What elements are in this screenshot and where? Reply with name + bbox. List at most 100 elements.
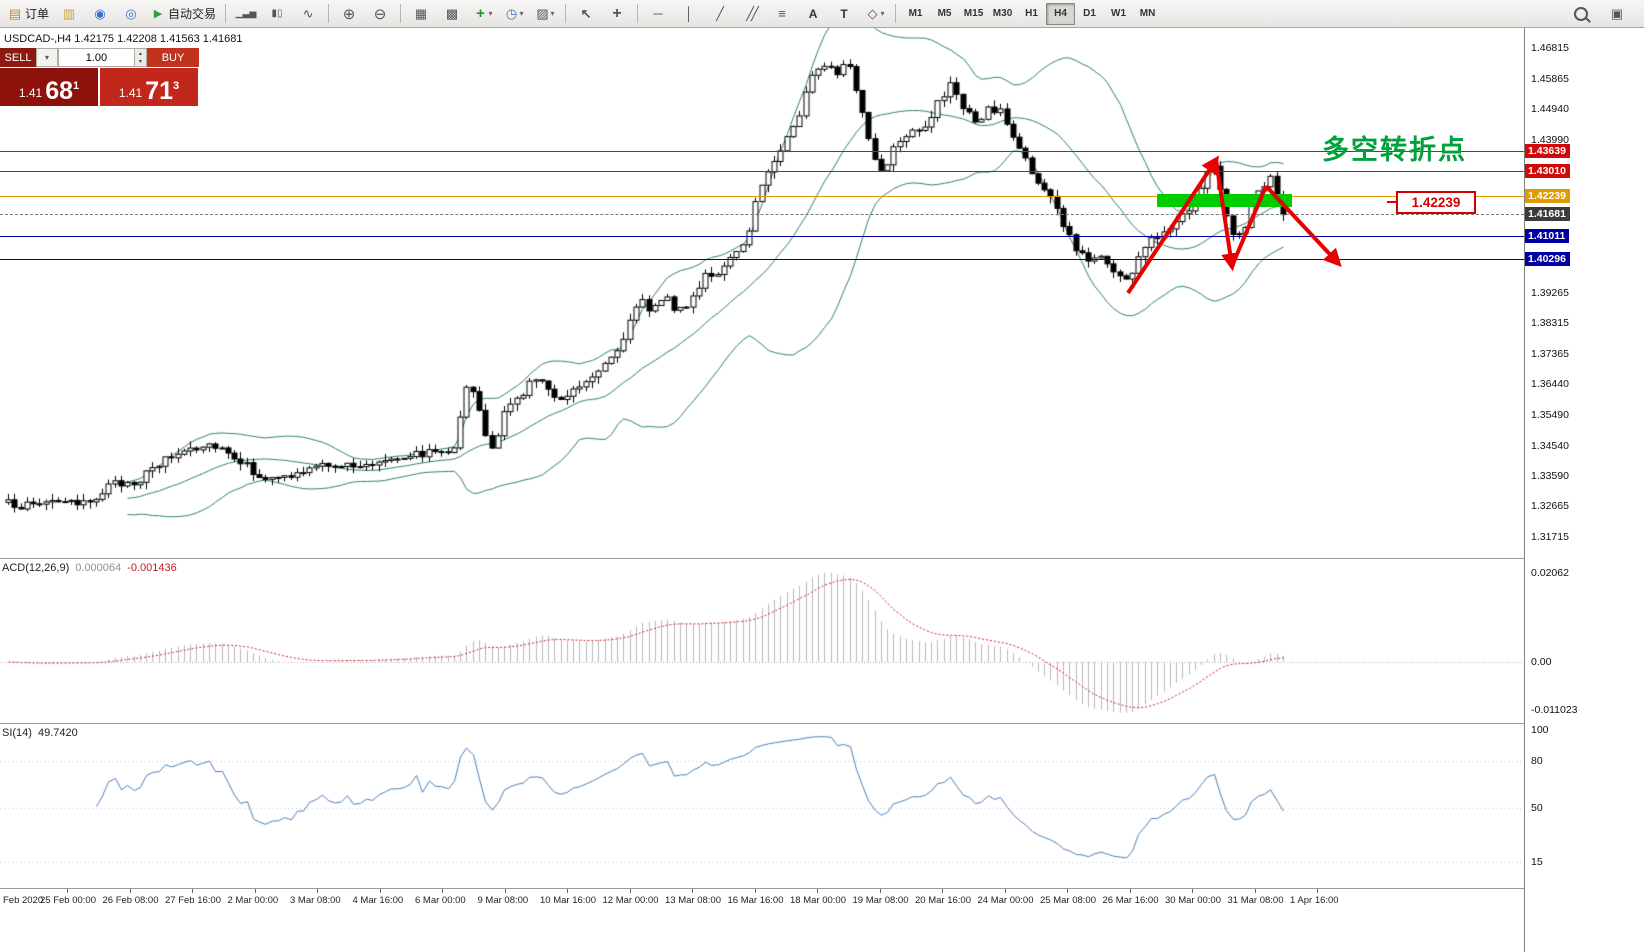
auto-trading-label: 自动交易 [168, 7, 217, 21]
panel-separator[interactable] [0, 723, 1644, 724]
zoom-out-button[interactable]: ⊖ [365, 2, 395, 26]
volume-input[interactable] [59, 49, 134, 66]
timeframe-m15[interactable]: M15 [963, 8, 984, 19]
new-chart-button[interactable]: ▥ [54, 2, 84, 26]
time-axis-label: 20 Mar 16:00 [915, 895, 971, 906]
community-icon: ◎ [125, 5, 137, 21]
rsi-name: SI(14) [2, 727, 32, 739]
templates-button[interactable]: ▨ ▾ [530, 2, 560, 26]
price-badge: 1.43010 [1525, 164, 1570, 179]
line-chart-icon: ∿ [302, 5, 314, 21]
new-chart-icon: ▥ [62, 5, 76, 21]
main-price-chart[interactable] [0, 28, 1524, 558]
line-chart-button[interactable]: ∿ [293, 2, 323, 26]
crosshair-button[interactable]: + [602, 2, 632, 26]
time-axis-tick [379, 889, 381, 893]
periods-icon: ◷ [505, 5, 518, 21]
price-scale-label: 1.31715 [1531, 531, 1569, 544]
periods-button[interactable]: ◷ ▾ [499, 2, 529, 26]
price-scale-label: 1.43990 [1531, 133, 1569, 146]
time-axis-label: 1 Apr 16:00 [1290, 895, 1339, 906]
data-window-button[interactable]: ▣ [1602, 2, 1632, 26]
volume-up-button[interactable]: ▴ [134, 49, 146, 58]
shapes-button[interactable]: ◇ ▾ [860, 2, 890, 26]
fibonacci-icon: ≡ [778, 6, 786, 21]
buy-price-button[interactable]: 1.41 71 3 [100, 68, 198, 106]
search-button[interactable] [1566, 2, 1596, 26]
buy-button[interactable]: BUY [147, 48, 199, 67]
price-badge: 1.41011 [1525, 229, 1570, 244]
rsi-scale-label: 80 [1531, 755, 1543, 767]
toolbar: ▤ 订单 ▥ ◉ ◎ ▶ 自动交易 ▁▃▅ ▮▯ ∿ ⊕ ⊖ ▦ ▩ + ▾ ◷ ▾… [0, 0, 1644, 28]
time-axis-tick [1254, 889, 1256, 893]
timeframe-h1[interactable]: H1 [1025, 8, 1038, 19]
time-axis-tick [129, 889, 131, 893]
auto-trading-button[interactable]: ▶ 自动交易 [147, 2, 220, 26]
time-axis-label: 9 Mar 08:00 [477, 895, 529, 906]
timeframe-h4[interactable]: H4 [1046, 2, 1076, 25]
candlestick-button[interactable]: ▮▯ [262, 2, 292, 26]
text-button[interactable]: A [798, 2, 828, 26]
timeframe-m30[interactable]: M30 [992, 8, 1013, 19]
time-axis[interactable]: Feb 2020 25 Feb 00:00 26 Feb 08:00 27 Feb 1… [0, 889, 1524, 929]
sell-price-point: 1 [73, 80, 80, 92]
timeframe-mn[interactable]: MN [1139, 8, 1156, 19]
timeframe-m1[interactable]: M1 [908, 8, 923, 19]
time-axis-tick [817, 889, 818, 893]
cascade-windows-button[interactable]: ▩ [437, 2, 467, 26]
vertical-line-button[interactable]: │ [674, 2, 704, 26]
sell-price-button[interactable]: 1.41 68 1 [0, 68, 98, 106]
horizontal-line-icon: ─ [653, 6, 663, 21]
templates-icon: ▨ [536, 5, 549, 21]
time-axis-label: 6 Mar 00:00 [415, 895, 466, 906]
zoom-in-button[interactable]: ⊕ [334, 2, 364, 26]
timeframe-d1[interactable]: D1 [1083, 8, 1096, 19]
macd-label: ACD(12,26,9) 0.000064 -0.001436 [2, 562, 177, 574]
time-axis-label: 4 Mar 16:00 [352, 895, 404, 906]
macd-value-signal: -0.001436 [127, 562, 177, 574]
timeframe-m5[interactable]: M5 [937, 8, 952, 19]
horizontal-line-button[interactable]: ─ [643, 2, 673, 26]
order-type-dropdown[interactable]: ▾ [36, 48, 58, 67]
channel-button[interactable]: ╱╱ [736, 2, 766, 26]
bar-chart-button[interactable]: ▁▃▅ [231, 2, 261, 26]
time-axis-tick [192, 889, 193, 893]
timeframe-w1[interactable]: W1 [1111, 8, 1127, 19]
rsi-scale-label: 15 [1531, 855, 1543, 868]
volume-field: ▴ ▾ [58, 48, 147, 67]
macd-panel[interactable] [0, 559, 1524, 723]
data-window-icon: ▣ [1610, 5, 1624, 21]
expert-advisors-icon: ◉ [94, 5, 106, 21]
expert-advisors-button[interactable]: ◉ [85, 2, 115, 26]
cursor-button[interactable]: ↖ [571, 2, 601, 26]
price-scale[interactable]: 1.46815 1.45865 1.44940 1.43990 1.39265 1.383… [1524, 28, 1644, 952]
time-axis-tick [567, 889, 568, 893]
time-axis-label: Feb 2020 [3, 895, 44, 906]
time-axis-tick [1067, 889, 1068, 893]
volume-down-button[interactable]: ▾ [134, 57, 146, 66]
trendline-button[interactable]: ╱ [705, 2, 735, 26]
chevron-down-icon: ▾ [880, 9, 885, 18]
indicators-button[interactable]: + ▾ [468, 2, 498, 26]
time-axis-tick [442, 889, 443, 893]
new-order-button[interactable]: ▤ 订单 [4, 2, 53, 26]
price-badge: 1.43639 [1525, 144, 1570, 159]
rsi-panel[interactable] [0, 724, 1524, 888]
buy-price-point: 3 [173, 80, 180, 92]
panel-separator[interactable] [0, 558, 1644, 559]
time-axis-label: 25 Mar 08:00 [1040, 895, 1096, 906]
indicators-icon: + [476, 5, 485, 22]
time-axis-label: 24 Mar 00:00 [977, 895, 1034, 906]
price-scale-label: 1.34540 [1531, 439, 1569, 452]
community-button[interactable]: ◎ [116, 2, 146, 26]
time-axis-label: 25 Feb 00:00 [40, 895, 96, 906]
sell-button[interactable]: SELL [0, 48, 36, 67]
time-axis-tick [504, 889, 506, 893]
toolbar-separator [637, 4, 639, 23]
search-icon [1574, 6, 1588, 21]
fibonacci-button[interactable]: ≡ [767, 2, 797, 26]
tile-windows-button[interactable]: ▦ [406, 2, 436, 26]
new-order-icon: ▤ [8, 5, 22, 21]
sell-price-base: 1.41 [18, 86, 43, 100]
label-button[interactable]: T [829, 2, 859, 26]
